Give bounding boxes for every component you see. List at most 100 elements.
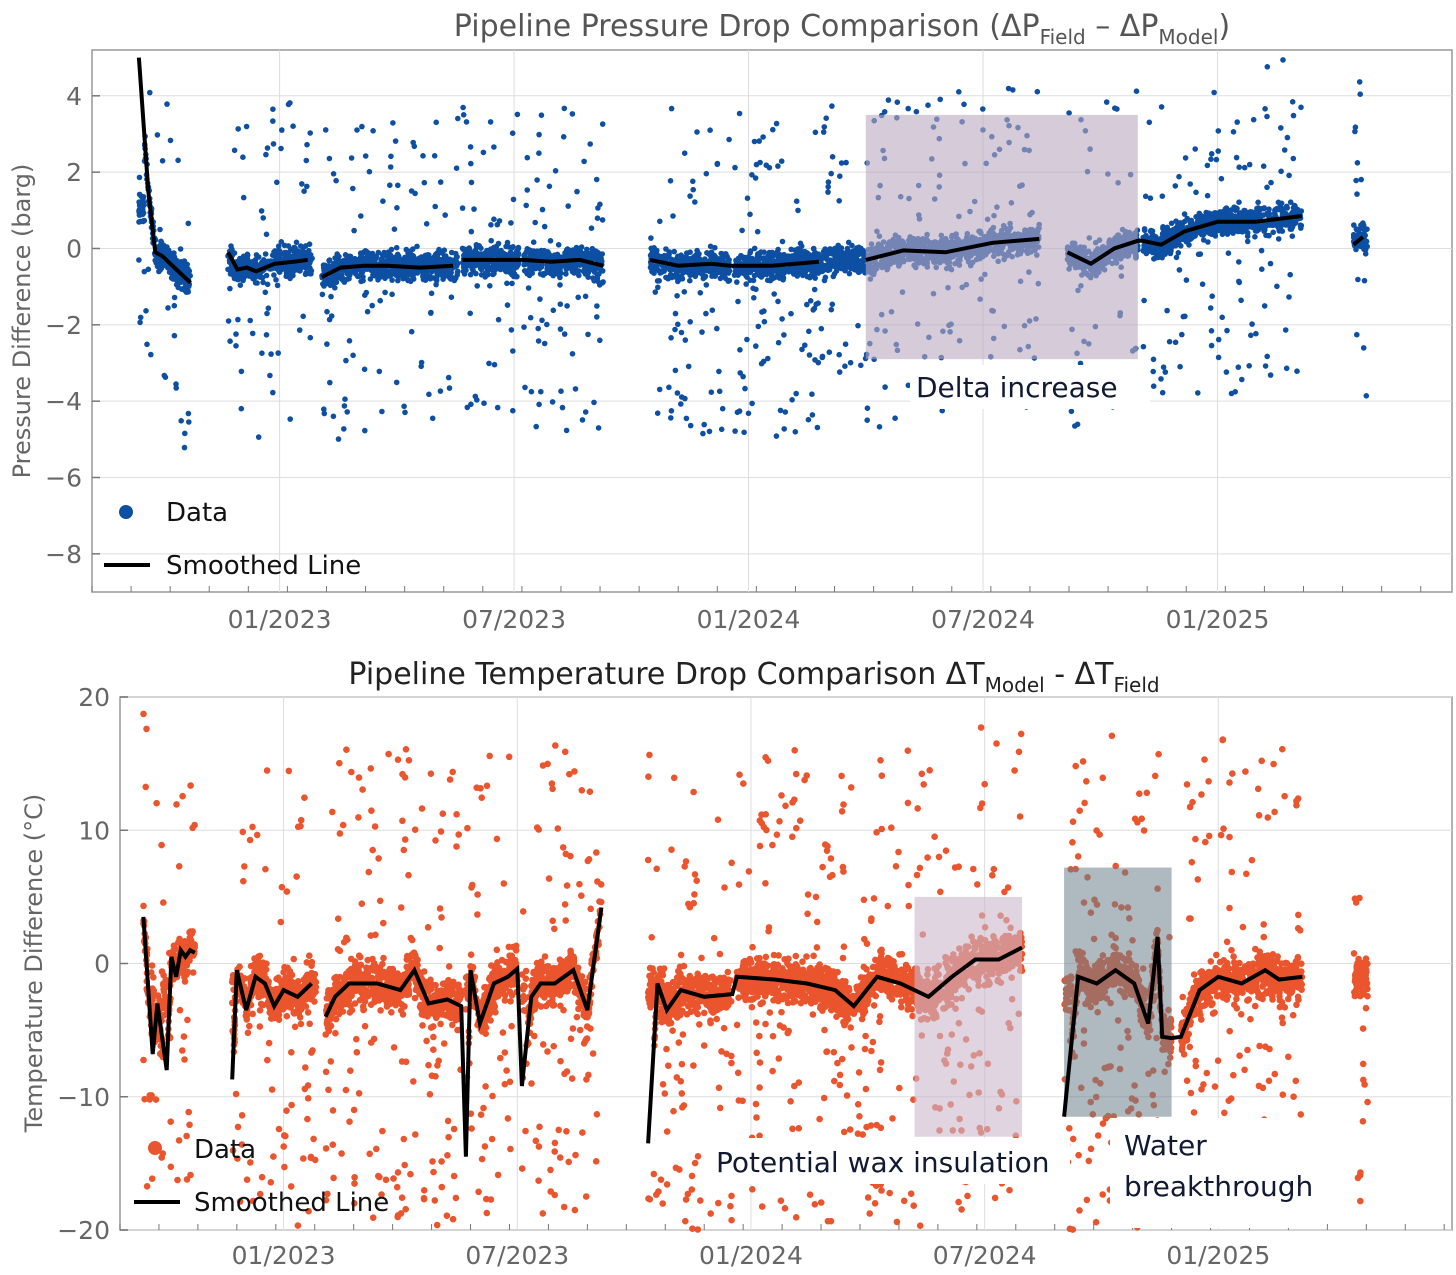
data-point	[262, 251, 269, 257]
data-point	[488, 237, 495, 244]
data-point	[1208, 342, 1215, 349]
data-point	[1172, 339, 1179, 346]
data-point	[334, 251, 341, 257]
data-point	[668, 105, 675, 112]
data-point	[550, 268, 557, 274]
data-point	[260, 279, 266, 286]
data-point	[321, 283, 327, 289]
data-point	[1176, 173, 1182, 180]
data-point	[763, 162, 770, 168]
data-point	[527, 314, 534, 321]
data-point	[597, 337, 603, 344]
data-point	[401, 403, 407, 410]
data-point	[777, 407, 784, 414]
data-point	[564, 303, 570, 309]
data-point	[540, 271, 546, 277]
data-point	[591, 278, 597, 284]
data-point	[1164, 307, 1170, 314]
data-point	[1166, 338, 1173, 345]
data-point	[737, 370, 743, 376]
data-point	[755, 270, 762, 277]
data-point	[736, 110, 743, 117]
data-point	[480, 149, 487, 156]
data-point	[814, 424, 821, 431]
data-point	[281, 249, 288, 256]
data-point	[855, 322, 861, 329]
data-point	[148, 351, 154, 358]
data-point	[264, 145, 271, 151]
data-point	[270, 141, 277, 147]
data-point	[185, 410, 192, 417]
data-point	[1238, 297, 1244, 304]
data-point	[432, 203, 439, 210]
data-point	[1195, 251, 1202, 258]
data-point	[825, 189, 831, 195]
data-point	[536, 131, 542, 138]
data-point	[233, 331, 239, 337]
data-point	[822, 262, 829, 269]
data-point	[1275, 236, 1282, 242]
data-point	[301, 188, 307, 194]
data-point	[364, 308, 371, 315]
data-point	[468, 228, 475, 235]
data-point	[302, 243, 309, 249]
data-point	[227, 285, 233, 292]
data-point	[448, 294, 455, 301]
data-point	[240, 194, 247, 201]
data-point	[234, 270, 241, 276]
data-point	[681, 269, 687, 275]
data-point	[429, 415, 436, 422]
data-point	[380, 198, 386, 204]
data-point	[1236, 278, 1242, 285]
data-point	[389, 291, 395, 298]
data-point	[806, 352, 813, 358]
data-point	[649, 247, 656, 254]
data-point	[459, 205, 466, 211]
data-point	[442, 212, 449, 218]
data-point	[761, 318, 768, 325]
data-point	[692, 199, 698, 205]
data-point	[555, 242, 562, 248]
data-point	[1268, 179, 1274, 186]
data-point	[514, 111, 521, 118]
data-point	[494, 404, 501, 411]
data-point	[687, 319, 693, 325]
data-point	[747, 248, 754, 254]
data-point	[844, 260, 851, 266]
data-point	[341, 403, 348, 409]
data-point	[338, 275, 344, 282]
data-point	[1187, 181, 1193, 187]
data-point	[423, 269, 430, 276]
data-point	[306, 247, 312, 254]
data-point	[472, 393, 479, 400]
data-point	[770, 126, 776, 133]
data-point	[594, 215, 601, 221]
data-point	[719, 405, 726, 412]
data-point	[847, 359, 854, 366]
data-point	[137, 314, 144, 321]
data-point	[807, 274, 813, 281]
data-point	[757, 249, 764, 256]
data-point	[781, 426, 787, 432]
data-point	[577, 248, 584, 255]
data-point	[740, 268, 747, 275]
data-point	[379, 408, 385, 415]
data-point	[420, 276, 427, 283]
data-point	[1140, 343, 1147, 350]
data-point	[271, 272, 277, 278]
data-point	[668, 335, 674, 341]
data-point	[233, 343, 239, 349]
data-point	[391, 226, 398, 232]
data-point	[656, 386, 663, 393]
data-point	[418, 359, 425, 366]
data-point	[786, 269, 792, 275]
data-point	[826, 349, 833, 356]
data-point	[299, 181, 305, 187]
data-point	[530, 239, 537, 245]
data-point	[235, 126, 241, 132]
data-point	[734, 279, 740, 285]
data-point	[1215, 128, 1222, 134]
data-point	[272, 253, 279, 260]
data-point	[462, 246, 468, 253]
